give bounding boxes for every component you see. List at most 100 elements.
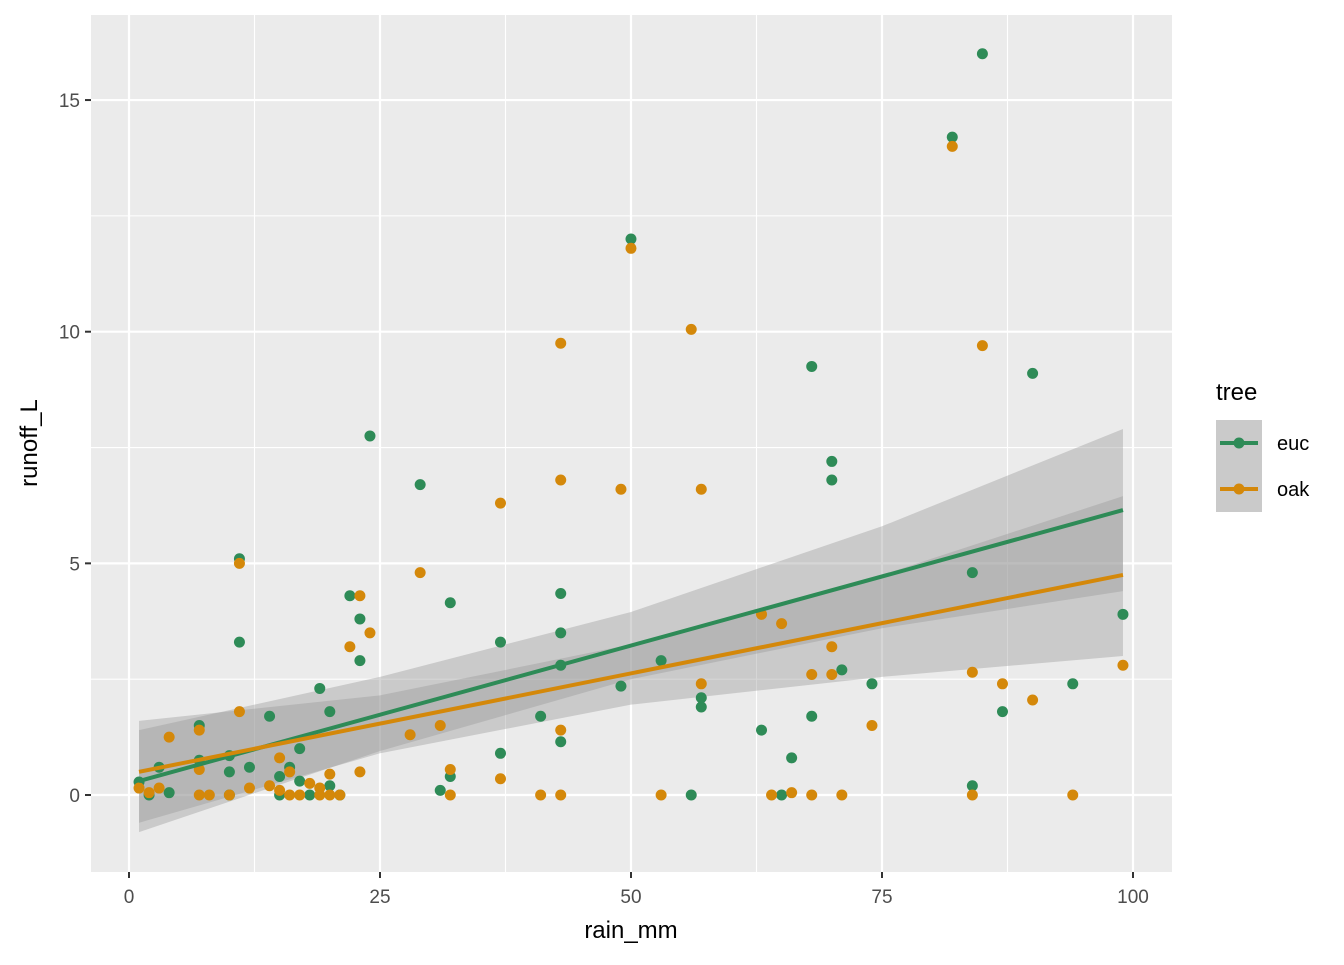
point-oak — [294, 789, 306, 801]
point-euc — [364, 430, 376, 442]
point-oak — [695, 483, 707, 495]
point-oak — [203, 789, 215, 801]
point-oak — [133, 782, 145, 794]
point-oak — [274, 784, 286, 796]
point-euc — [535, 710, 547, 722]
legend-label-oak: oak — [1277, 479, 1310, 501]
point-euc — [946, 131, 958, 143]
point-oak — [806, 669, 818, 681]
point-euc — [555, 627, 567, 639]
point-euc — [806, 710, 818, 722]
point-euc — [695, 692, 707, 704]
x-tick-label: 100 — [1117, 887, 1149, 908]
point-oak — [976, 340, 988, 352]
point-oak — [354, 590, 366, 602]
x-tick-label: 0 — [124, 887, 135, 908]
point-oak — [193, 789, 205, 801]
point-oak — [193, 724, 205, 736]
point-oak — [354, 766, 366, 778]
y-tick-label: 0 — [69, 786, 80, 807]
legend-key-point — [1233, 483, 1245, 495]
point-oak — [1067, 789, 1079, 801]
point-euc — [344, 590, 356, 602]
point-oak — [163, 731, 175, 743]
point-euc — [223, 766, 235, 778]
point-oak — [153, 782, 165, 794]
point-euc — [163, 787, 175, 799]
point-oak — [555, 724, 567, 736]
point-euc — [444, 597, 456, 609]
point-oak — [434, 720, 446, 732]
point-euc — [264, 710, 276, 722]
point-euc — [1117, 608, 1129, 620]
point-euc — [304, 789, 316, 801]
point-oak — [1027, 694, 1039, 706]
fit-line-euc — [138, 508, 1124, 784]
point-oak — [414, 567, 426, 579]
point-euc — [806, 360, 818, 372]
point-euc — [866, 678, 878, 690]
point-oak — [334, 789, 346, 801]
point-oak — [555, 474, 567, 486]
point-oak — [946, 140, 958, 152]
point-oak — [314, 789, 326, 801]
y-tick-label: 15 — [59, 91, 80, 112]
point-euc — [1067, 678, 1079, 690]
point-oak — [685, 323, 697, 335]
point-oak — [304, 777, 316, 789]
point-oak — [826, 669, 838, 681]
point-euc — [655, 655, 667, 667]
point-oak — [494, 497, 506, 509]
point-oak — [776, 618, 788, 630]
point-euc — [685, 789, 697, 801]
point-oak — [444, 764, 456, 776]
point-oak — [655, 789, 667, 801]
point-euc — [324, 706, 336, 718]
point-euc — [414, 479, 426, 491]
point-oak — [404, 729, 416, 741]
point-euc — [294, 743, 306, 755]
point-euc — [615, 680, 627, 692]
point-oak — [996, 678, 1008, 690]
point-oak — [364, 627, 376, 639]
point-oak — [324, 789, 336, 801]
data-points — [133, 48, 1129, 801]
point-euc — [1027, 367, 1039, 379]
point-oak — [494, 773, 506, 785]
point-oak — [766, 789, 778, 801]
point-oak — [555, 337, 567, 349]
point-euc — [314, 682, 326, 694]
point-euc — [786, 752, 798, 764]
point-euc — [996, 706, 1008, 718]
point-euc — [776, 789, 788, 801]
point-oak — [625, 242, 637, 254]
point-oak — [284, 766, 296, 778]
point-oak — [233, 706, 245, 718]
point-euc — [294, 775, 306, 787]
point-euc — [324, 780, 336, 792]
point-oak — [836, 789, 848, 801]
fit-lines — [138, 508, 1124, 784]
point-oak — [695, 678, 707, 690]
point-euc — [434, 784, 446, 796]
x-tick-label: 50 — [620, 887, 641, 908]
point-oak — [966, 789, 978, 801]
fit-line-oak — [138, 572, 1124, 774]
point-euc — [756, 724, 768, 736]
point-oak — [243, 782, 255, 794]
point-oak — [444, 789, 456, 801]
legend-key-point — [1233, 437, 1245, 449]
legend-title: tree — [1216, 379, 1257, 406]
point-oak — [866, 720, 878, 732]
x-axis-label: rain_mm — [584, 917, 677, 944]
point-euc — [826, 474, 838, 486]
x-tick-label: 25 — [369, 887, 390, 908]
point-euc — [354, 613, 366, 625]
ribbon-euc — [139, 428, 1123, 833]
point-oak — [223, 789, 235, 801]
point-euc — [976, 48, 988, 60]
point-euc — [243, 761, 255, 773]
point-oak — [535, 789, 547, 801]
point-euc — [966, 780, 978, 792]
point-oak — [324, 768, 336, 780]
